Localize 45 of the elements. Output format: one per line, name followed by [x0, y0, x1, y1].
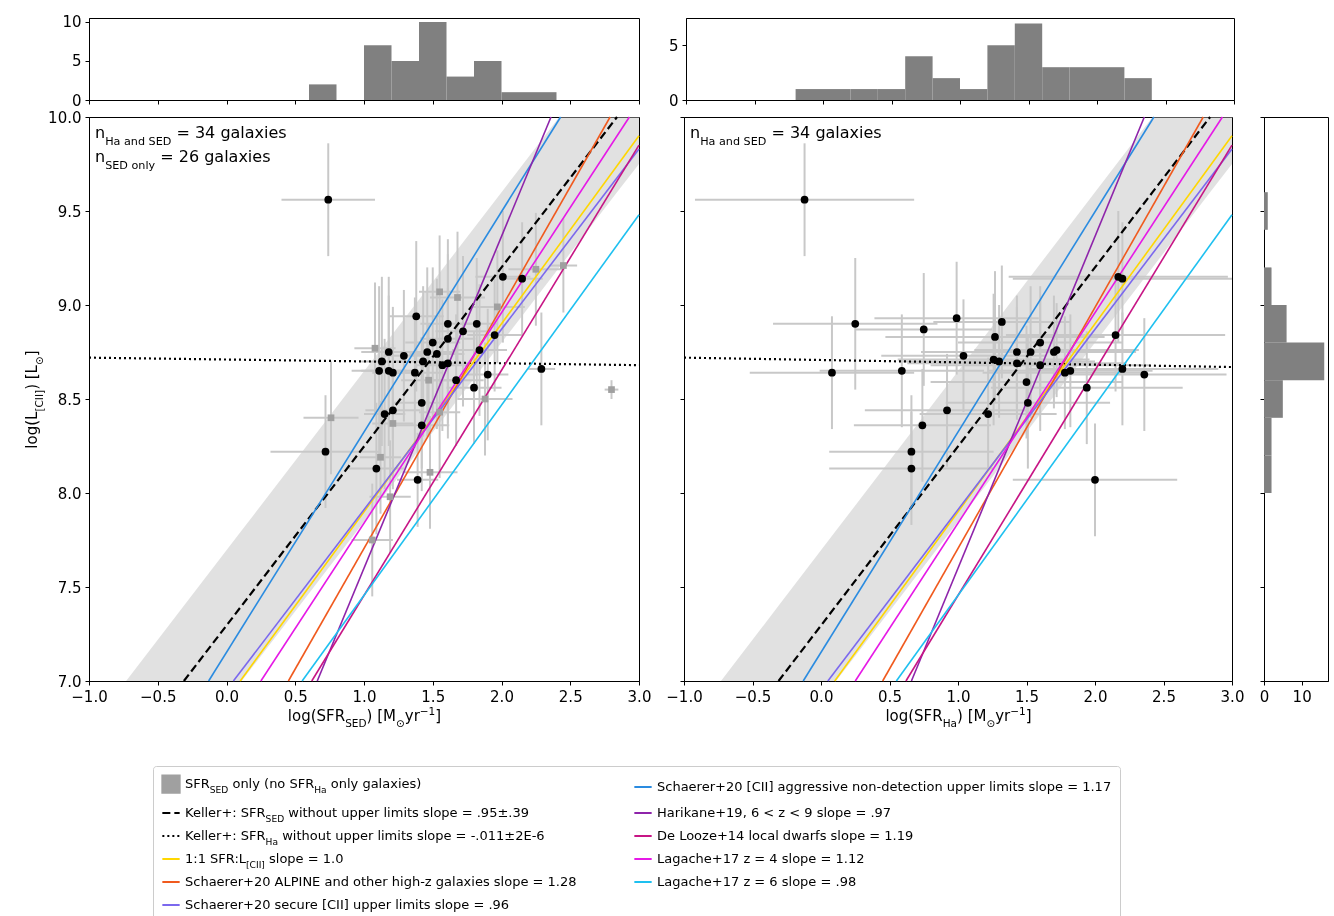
legend-label: Keller+: SFR$_{Ha}$ without upper limits slope = -.011±2E-6 — [185, 828, 545, 847]
legend-label: De Looze+14 local dwarfs slope = 1.19 — [657, 828, 914, 843]
x-tick-label: 3.0 — [627, 687, 652, 706]
x-axis-title: log(SFR$_{SED}$) [M$_{⊙}$yr$^{−1}$] — [287, 704, 442, 729]
y-tick-label: 9.5 — [57, 202, 82, 221]
y-tick-label: 7.5 — [57, 578, 82, 597]
x-tick-label: 2.0 — [1083, 687, 1108, 706]
annotation: n$_{SED only}$ = 26 galaxies — [95, 147, 271, 172]
legend-label: Schaerer+20 [CII] aggressive non-detection upper limits slope = 1.17 — [657, 779, 1112, 794]
y-tick-label: 8.0 — [57, 484, 82, 503]
legend-label: Schaerer+20 secure [CII] upper limits slope = .96 — [185, 897, 510, 912]
x-tick-label: 1.5 — [421, 687, 446, 706]
x-tick-label: 0 — [1259, 687, 1270, 706]
x-tick-label: 10 — [1292, 687, 1312, 706]
x-tick-label: 3.0 — [1220, 687, 1245, 706]
y-tick-label: 8.5 — [57, 390, 82, 409]
annotation: n$_{Ha and SED}$ = 34 galaxies — [95, 123, 287, 148]
x-tick-label: 1.0 — [352, 687, 377, 706]
x-tick-label: 2.5 — [558, 687, 583, 706]
x-tick-label: 1.0 — [946, 687, 971, 706]
y-tick-label: 10.0 — [48, 108, 82, 127]
x-tick-label: 2.0 — [490, 687, 514, 706]
y-tick-label: 9.0 — [57, 296, 82, 315]
legend-label: Lagache+17 z = 4 slope = 1.12 — [657, 851, 865, 866]
legend-label: SFR$_{SED}$ only (no SFR$_{Ha}$ only galaxies) — [185, 776, 422, 796]
x-tick-label: −1.0 — [666, 687, 703, 706]
x-axis-title: log(SFR$_{Ha}$) [M$_{⊙}$yr$^{−1}$] — [885, 704, 1032, 729]
x-tick-label: 0.5 — [878, 687, 902, 706]
annotation: n$_{Ha and SED}$ = 34 galaxies — [690, 123, 882, 148]
x-tick-label: −0.5 — [734, 687, 772, 706]
x-tick-label: 1.5 — [1015, 687, 1039, 706]
x-tick-label: 0.0 — [215, 687, 239, 706]
legend-label: 1:1 SFR:L$_{[CII]}$ slope = 1.0 — [185, 851, 344, 870]
x-tick-label: 0.0 — [809, 687, 834, 706]
y-tick-label: 5 — [71, 52, 82, 71]
y-tick-label: 10 — [62, 13, 82, 32]
legend-label: Keller+: SFR$_{SED}$ without upper limits slope = .95±.39 — [185, 805, 529, 824]
x-tick-label: 0.5 — [283, 687, 308, 706]
y-tick-label: 0 — [71, 91, 82, 110]
legend-label: Lagache+17 z = 6 slope = .98 — [657, 874, 857, 889]
x-tick-label: −0.5 — [140, 687, 177, 706]
legend-label: Harikane+19, 6 < z < 9 slope = .97 — [657, 805, 892, 820]
x-tick-label: 2.5 — [1152, 687, 1176, 706]
y-tick-label: 5 — [668, 36, 679, 55]
legend-label: Schaerer+20 ALPINE and other high-z galaxies slope = 1.28 — [185, 874, 577, 889]
